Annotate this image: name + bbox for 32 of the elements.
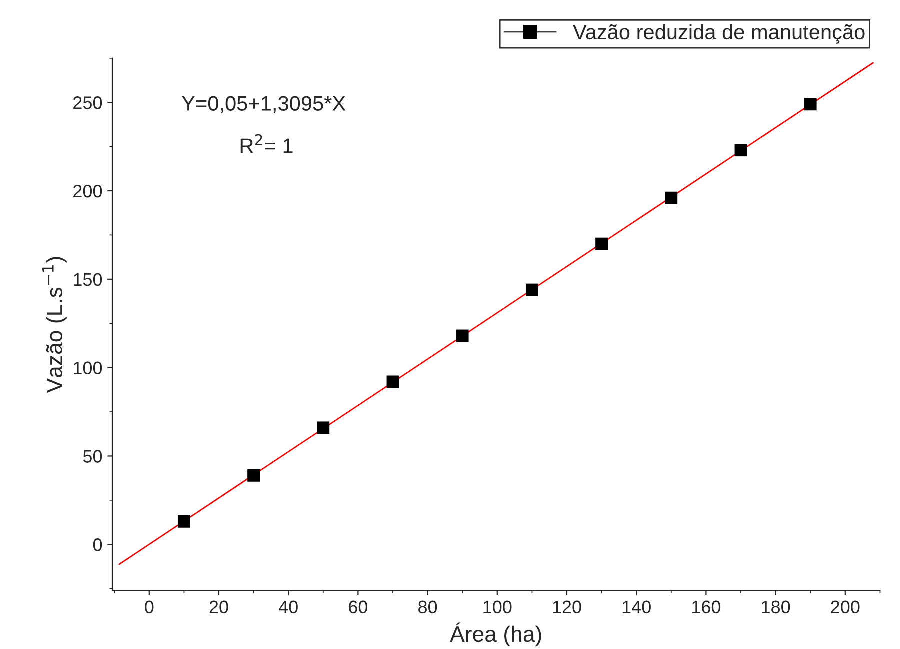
y-tick-label: 150 [74, 273, 102, 286]
x-tick-label: 160 [692, 600, 721, 614]
point [596, 238, 608, 250]
x-tick-label: 0 [145, 600, 154, 614]
point [317, 422, 330, 434]
point [665, 192, 678, 204]
x-axis-title: Área (ha) [450, 622, 542, 647]
x-tick-label: 140 [622, 600, 651, 614]
point [734, 144, 748, 157]
x-tick-label: 40 [278, 600, 298, 614]
x-tick-label: 60 [349, 600, 368, 614]
y-tick-label: 0 [93, 538, 102, 552]
point [178, 515, 190, 528]
annotation: R$^{2}$= 1 [240, 134, 293, 154]
point [386, 376, 400, 388]
x-tick-label: 120 [553, 600, 582, 614]
point [456, 330, 469, 342]
x-tick-label: 80 [418, 600, 438, 614]
y-tick-label: 250 [74, 96, 102, 110]
point [526, 284, 538, 296]
x-tick-label: 20 [210, 600, 228, 614]
legend-label: Vazão reduzida de manutenção [573, 24, 865, 44]
y-tick-label: 200 [74, 184, 102, 198]
point [804, 98, 817, 111]
x-tick-label: 180 [762, 600, 790, 614]
point [248, 469, 260, 482]
x-tick-label: 200 [831, 600, 860, 614]
annotation: Y=0,05+1,3095*X [182, 96, 346, 114]
y-tick-label: 50 [83, 450, 102, 463]
y-axis-title: Vazão (L.s$^{−1}$) [42, 257, 67, 394]
y-tick-label: 100 [74, 362, 102, 375]
x-tick-label: 100 [484, 600, 512, 614]
